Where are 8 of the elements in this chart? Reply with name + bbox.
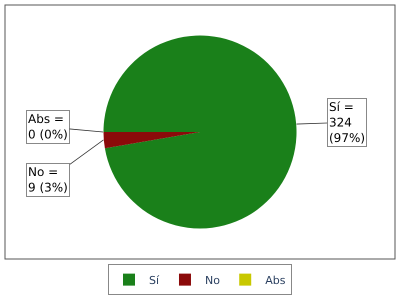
- pie-slice: [103, 36, 296, 229]
- legend-label: Abs: [265, 274, 286, 287]
- text: Abs = 0 (0%): [28, 112, 68, 142]
- data-label: Sí = 324 (97%): [329, 100, 366, 146]
- legend-label: Sí: [149, 274, 160, 287]
- legend-label: No: [204, 274, 220, 287]
- pie-slice: [103, 132, 200, 148]
- data-label: No = 9 (3%): [28, 165, 68, 195]
